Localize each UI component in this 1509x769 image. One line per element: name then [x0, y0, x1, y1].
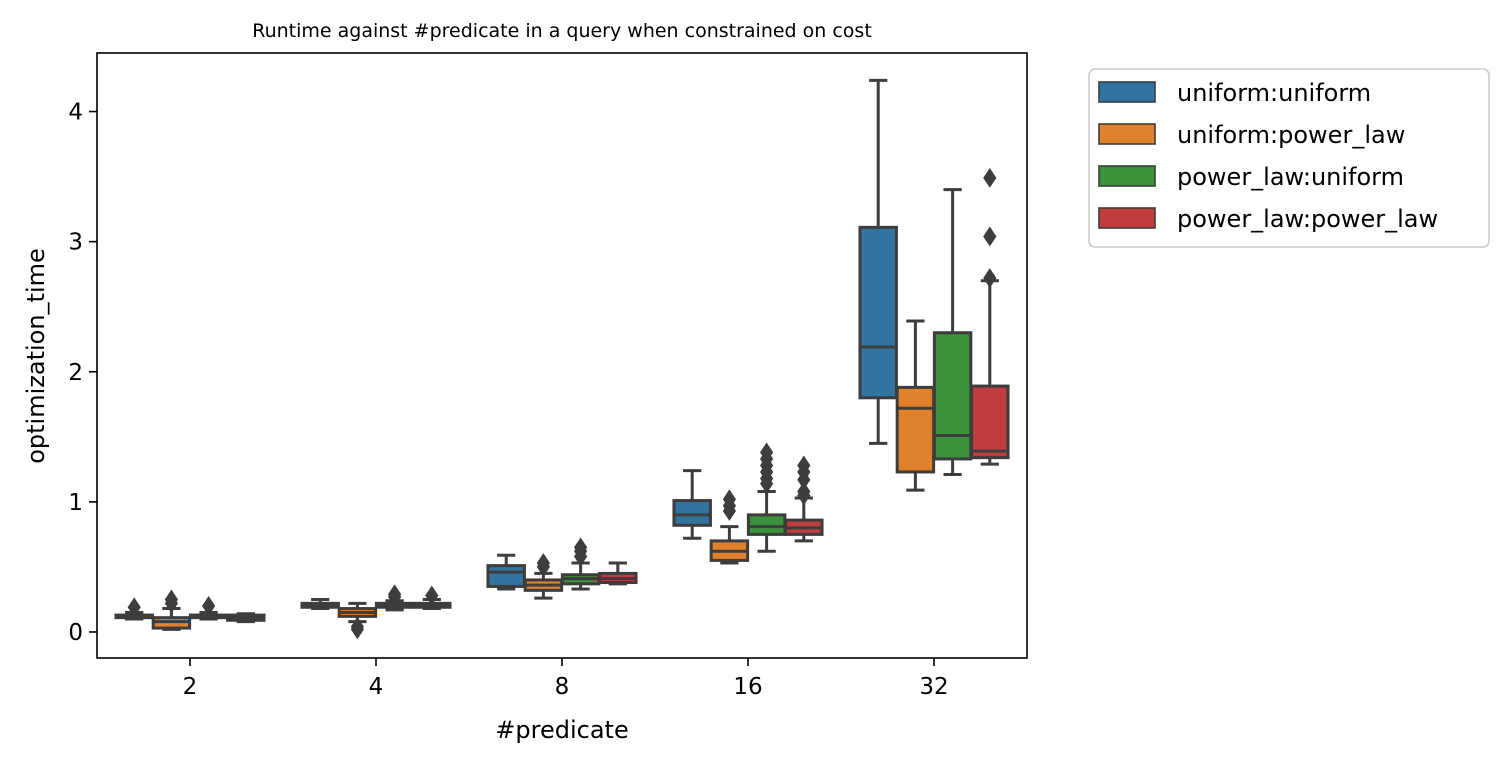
- outlier-point: [983, 168, 997, 188]
- box-power-law-power-law-32: [970, 168, 1010, 466]
- box-body: [486, 564, 526, 588]
- outlier-point: [127, 597, 141, 618]
- box-power-law-power-law-16: [784, 455, 824, 543]
- outlier-point: [164, 589, 179, 610]
- legend-label: power_law:power_law: [1177, 205, 1438, 233]
- x-tick-label: 16: [733, 674, 762, 700]
- box-uniform-uniform-4: [300, 597, 340, 611]
- legend-swatch: [1098, 123, 1156, 145]
- x-tick-label: 2: [183, 674, 198, 700]
- box-power-law-power-law-8: [598, 561, 638, 586]
- box-power-law-power-law-2: [226, 612, 266, 624]
- outlier-point: [350, 616, 365, 637]
- box-uniform-uniform-2: [114, 597, 154, 621]
- legend-swatch: [1098, 81, 1156, 103]
- outlier-point: [759, 442, 774, 463]
- box-body: [746, 513, 787, 536]
- box-uniform-power-law-16: [709, 489, 750, 565]
- box-uniform-power-law-2: [151, 589, 192, 631]
- y-axis-label: optimization_time: [22, 248, 50, 464]
- box-power-law-power-law-4: [412, 585, 452, 611]
- legend: uniform:uniform uniform:power_law power_la…: [1088, 68, 1490, 248]
- legend-label: power_law:uniform: [1177, 163, 1404, 191]
- box-power-law-uniform-8: [560, 537, 601, 591]
- outlier-point: [983, 268, 997, 288]
- y-tick-label: 4: [68, 100, 83, 126]
- y-tick-label: 2: [68, 360, 83, 386]
- outlier-point: [797, 481, 811, 502]
- box-power-law-uniform-16: [746, 442, 787, 553]
- x-tick-label: 4: [369, 674, 384, 700]
- x-tick-label: 8: [555, 674, 570, 700]
- outlier-point: [387, 584, 402, 605]
- box-body: [970, 384, 1010, 460]
- y-tick-label: 1: [68, 490, 83, 516]
- y-axis: 0 1 2 3 4: [68, 100, 97, 646]
- outlier-point: [201, 596, 216, 616]
- legend-label: uniform:power_law: [1177, 121, 1405, 149]
- outlier-point: [983, 226, 997, 247]
- box-power-law-uniform-2: [188, 596, 229, 621]
- box-uniform-uniform-16: [672, 469, 712, 540]
- outlier-point: [573, 537, 588, 558]
- box-uniform-power-law-32: [895, 319, 936, 492]
- legend-label: uniform:uniform: [1177, 79, 1371, 107]
- box-body: [858, 225, 898, 400]
- box-power-law-uniform-4: [374, 584, 415, 612]
- box-body: [895, 385, 936, 474]
- plot-area: [114, 78, 1010, 640]
- outlier-point: [425, 585, 439, 606]
- chart-title: Runtime against #predicate in a query wh…: [252, 20, 872, 42]
- outlier-point: [536, 553, 551, 573]
- box-body: [932, 331, 973, 461]
- box-uniform-power-law-8: [523, 553, 564, 600]
- x-tick-label: 32: [919, 674, 948, 700]
- outlier-point: [797, 455, 811, 476]
- box-body: [672, 499, 712, 527]
- legend-swatch: [1098, 207, 1156, 229]
- x-axis-label: #predicate: [495, 716, 628, 744]
- box-power-law-uniform-32: [932, 188, 973, 477]
- legend-frame: [1088, 68, 1490, 248]
- outlier-point: [722, 489, 737, 510]
- legend-swatch: [1098, 165, 1156, 187]
- x-axis: 2 4 8 16 32: [183, 658, 949, 700]
- box-uniform-uniform-8: [486, 553, 526, 591]
- y-tick-label: 3: [68, 230, 83, 256]
- y-tick-label: 0: [68, 620, 83, 646]
- box-uniform-power-law-4: [337, 601, 378, 640]
- box-uniform-uniform-32: [858, 78, 898, 445]
